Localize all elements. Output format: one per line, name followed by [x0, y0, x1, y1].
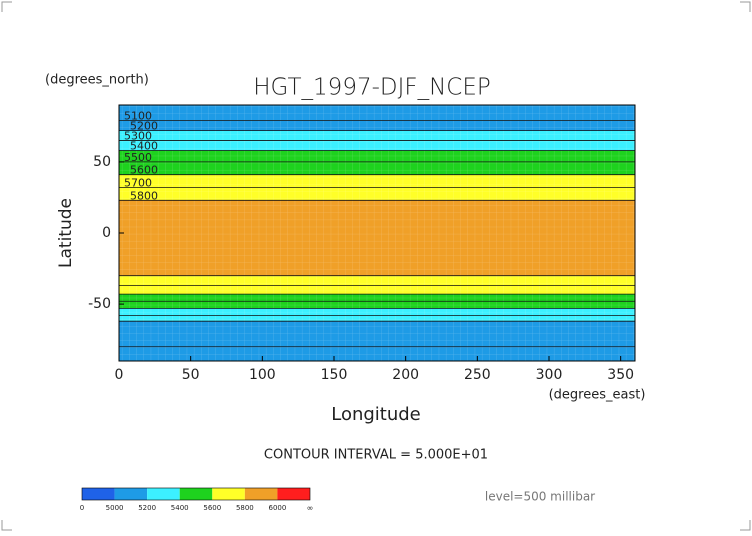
colorbar-label: 5200 [138, 504, 156, 512]
colorbar-label: 6000 [269, 504, 287, 512]
x-tick-label: 0 [115, 367, 124, 383]
y-tick-label: -50 [88, 296, 111, 312]
contour-label: 5200 [130, 120, 158, 133]
grid-overlay [119, 105, 635, 361]
x-unit-label: (degrees_east) [549, 388, 646, 403]
contour-label: 5600 [130, 164, 158, 177]
colorbar-swatch [179, 488, 213, 500]
x-tick-label: 250 [464, 367, 491, 383]
colorbar-end-label: ∞ [307, 504, 314, 513]
colorbar-label: 5600 [203, 504, 221, 512]
colorbar-label: 0 [80, 504, 84, 512]
colorbar-frame [81, 487, 311, 501]
colorbar-swatch [82, 488, 115, 500]
contour-label: 5700 [124, 176, 152, 189]
contour-label: 5800 [130, 189, 158, 202]
y-tick-label: 50 [93, 154, 111, 170]
contour-label: 5500 [124, 151, 152, 164]
colorbar-label: 5000 [106, 504, 124, 512]
colorbar-swatch [244, 488, 278, 500]
y-tick-label: 0 [102, 225, 111, 241]
contour-interval: CONTOUR INTERVAL = 5.000E+01 [264, 448, 488, 463]
chart-title: HGT_1997-DJF_NCEP [253, 75, 491, 101]
x-tick-label: 300 [536, 367, 563, 383]
colorbar-label: 5400 [171, 504, 189, 512]
y-axis-title: Latitude [56, 198, 76, 268]
x-tick-label: 350 [607, 367, 634, 383]
colorbar-swatch [114, 488, 148, 500]
x-tick-label: 200 [392, 367, 419, 383]
y-unit-label: (degrees_north) [45, 73, 149, 88]
x-tick-label: 50 [182, 367, 200, 383]
contour-label: 5300 [124, 130, 152, 143]
level-label: level=500 millibar [485, 490, 595, 504]
colorbar-swatch [147, 488, 180, 500]
contour-label: 5100 [124, 110, 152, 123]
x-axis-title: Longitude [331, 404, 421, 425]
x-tick-label: 150 [321, 367, 348, 383]
contour-label: 5400 [130, 140, 158, 153]
colorbar-swatch [212, 488, 245, 500]
colorbar-label: 5800 [236, 504, 254, 512]
colorbar-swatch [277, 488, 310, 500]
x-tick-label: 100 [249, 367, 276, 383]
